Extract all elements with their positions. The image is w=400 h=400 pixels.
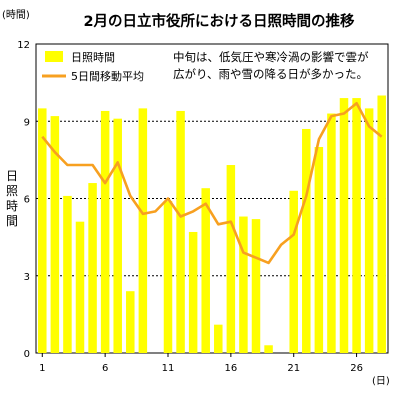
bar (377, 95, 386, 353)
bar (214, 324, 223, 353)
legend: 日照時間 5日間移動平均 (42, 51, 144, 83)
x-tick-label: 21 (287, 363, 300, 374)
bar (352, 98, 361, 353)
bars (38, 95, 386, 354)
bar (264, 345, 273, 353)
bar (364, 108, 374, 353)
bar (88, 183, 97, 353)
plot-area (35, 43, 389, 354)
bar (314, 147, 324, 353)
x-unit-label: (日) (372, 376, 390, 387)
y-axis-ticks: 0 3 6 9 12 (17, 40, 30, 360)
chart-title: 2月の日立市役所における日照時間の推移 (83, 12, 355, 30)
bar (50, 116, 60, 353)
legend-line-label: 5日間移動平均 (71, 69, 144, 83)
bar (126, 291, 135, 353)
bar (100, 110, 110, 353)
bar (251, 219, 261, 353)
series-line (41, 101, 383, 265)
y-tick-label: 9 (24, 117, 30, 128)
y-axis-label-char: 照 (6, 184, 18, 198)
bar (302, 128, 311, 353)
x-axis-ticks: 1 6 11 16 21 26 (39, 353, 363, 374)
x-tick-label: 16 (224, 363, 237, 374)
y-axis-label-char: 間 (6, 214, 18, 228)
bar (113, 118, 122, 353)
annotation-line: 中旬は、低気圧や寒冷渦の影響で雲が (173, 50, 369, 64)
bar (201, 188, 210, 353)
bar (38, 108, 47, 353)
bar (163, 201, 173, 353)
y-tick-label: 6 (24, 195, 30, 206)
y-tick-label: 12 (17, 40, 30, 51)
bar (176, 110, 185, 353)
annotation-line: 広がり、雨や雪の降る日が多かった。 (173, 67, 368, 81)
annotation: 中旬は、低気圧や寒冷渦の影響で雲が 広がり、雨や雪の降る日が多かった。 (173, 50, 369, 81)
y-axis-label-char: 時 (6, 199, 18, 213)
bar (226, 165, 236, 353)
legend-bar-label: 日照時間 (71, 51, 115, 64)
x-tick-label: 1 (39, 363, 45, 374)
bar (289, 190, 298, 353)
bar (327, 113, 336, 354)
x-tick-label: 6 (102, 363, 108, 374)
bar (339, 98, 349, 353)
legend-bar-swatch (45, 51, 63, 62)
x-tick-label: 11 (162, 363, 175, 374)
y-tick-label: 3 (24, 272, 30, 283)
y-axis-label-char: 日 (6, 169, 18, 183)
y-axis-label: 日 照 時 間 (6, 169, 18, 228)
y-tick-label: 0 (24, 349, 30, 360)
moving-average-line (41, 101, 383, 265)
x-tick-label: 26 (350, 363, 363, 374)
bar (239, 216, 248, 353)
bar (188, 231, 198, 353)
bar (138, 108, 148, 353)
bar (75, 221, 85, 353)
y-unit-label: (時間) (2, 9, 30, 21)
bar (63, 195, 72, 353)
